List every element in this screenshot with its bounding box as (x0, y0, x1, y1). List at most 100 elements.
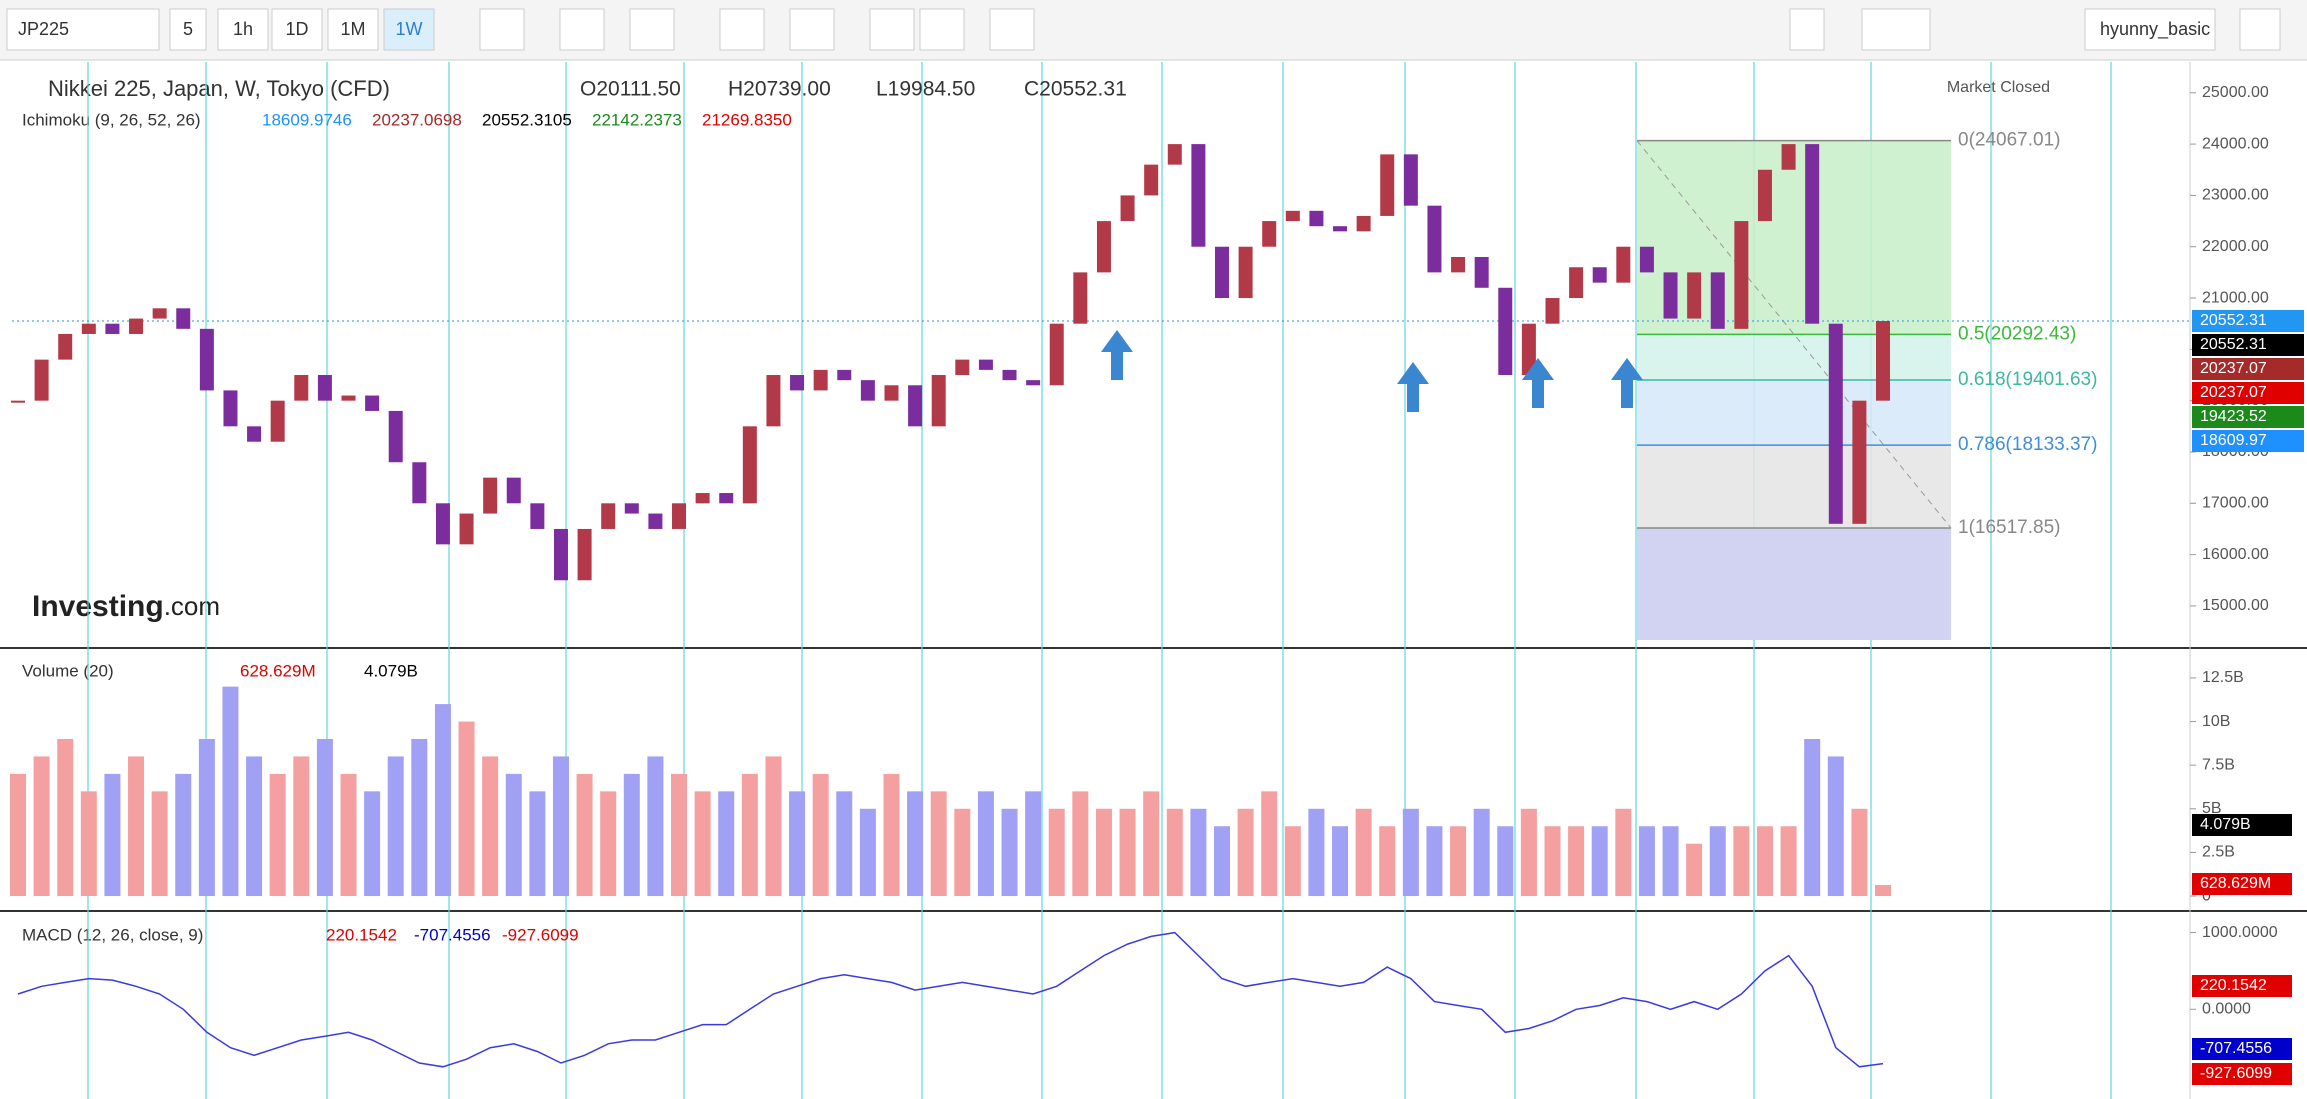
interval-button[interactable] (217, 8, 269, 51)
logo-suffix: .com (164, 591, 220, 621)
candle (1545, 298, 1560, 324)
price-tag (2192, 358, 2304, 380)
volume-bar (1662, 826, 1679, 897)
volume-bar (1426, 826, 1443, 897)
candle (1356, 215, 1371, 232)
y-tick-label: 17000.00 (2202, 495, 2269, 512)
candle (1805, 144, 1820, 324)
tool-button[interactable] (559, 8, 605, 51)
interval-label: 1h (233, 19, 253, 39)
volume-bar (1072, 791, 1089, 897)
y-tick-label: 24000.00 (2202, 135, 2269, 152)
candle (931, 375, 946, 427)
volume-bar (789, 791, 806, 897)
candle (1073, 272, 1088, 324)
volume-bar (1355, 808, 1372, 897)
user-button[interactable] (2084, 8, 2216, 51)
candle (1687, 272, 1702, 319)
candle (483, 477, 498, 514)
price-tag (2192, 406, 2304, 428)
tool-button[interactable] (869, 8, 915, 51)
volume-bar (246, 756, 263, 897)
macd-tag (2192, 1038, 2292, 1060)
macd-tag (2192, 1063, 2292, 1085)
candle (1852, 400, 1867, 524)
volume-bar (1615, 808, 1632, 897)
volume-bar (505, 773, 522, 897)
volume-bar (198, 738, 215, 897)
tool-button[interactable] (719, 8, 765, 51)
fullscreen-button[interactable] (2239, 8, 2281, 51)
main-title: Nikkei 225, Japan, W, Tokyo (CFD) (48, 76, 390, 101)
candle (34, 359, 49, 401)
fib-label: 0.786(18133.37) (1958, 434, 2097, 455)
volume-bar (1308, 808, 1325, 897)
price-tag (2192, 310, 2304, 332)
volume-bar (387, 756, 404, 897)
candle (388, 410, 403, 463)
tool-button[interactable] (789, 8, 835, 51)
candle (317, 375, 332, 401)
symbol: JP225 (18, 19, 69, 39)
color-button[interactable] (1861, 8, 1931, 51)
interval-button[interactable] (327, 8, 379, 51)
tool-button[interactable] (479, 8, 525, 51)
candle (742, 426, 757, 504)
tool-button[interactable] (919, 8, 965, 51)
volume-bar (600, 791, 617, 897)
volume-bar (10, 773, 26, 897)
volume-bar (1804, 738, 1821, 897)
volume-legend-value: 628.629M (240, 661, 316, 680)
interval-button[interactable] (271, 8, 323, 51)
candle (601, 503, 616, 529)
tool-button[interactable] (629, 8, 675, 51)
fib-label: 0(24067.01) (1958, 130, 2060, 151)
candle (294, 375, 309, 401)
candle (1521, 323, 1536, 376)
volume-bar (1473, 808, 1490, 897)
interval-button[interactable] (383, 8, 435, 51)
volume-bar (977, 791, 994, 897)
volume-bar (647, 756, 664, 897)
indicator-name: Ichimoku (9, 26, 52, 26) (22, 110, 201, 129)
volume-bar (576, 773, 593, 897)
symbol-input[interactable] (6, 8, 160, 51)
volume-bar (151, 791, 168, 897)
candle (199, 328, 214, 391)
volume-bar (1213, 826, 1230, 897)
interval-button[interactable] (169, 8, 207, 51)
candle (506, 477, 521, 504)
macd-legend-value: -707.4556 (414, 925, 491, 944)
volume-bar (33, 756, 50, 897)
candle (1474, 256, 1489, 288)
camera-button[interactable] (1789, 8, 1825, 51)
y-tick-label: 1000.0000 (2202, 924, 2278, 941)
candle (176, 308, 191, 329)
candle (1144, 164, 1159, 196)
volume-bar (1332, 826, 1349, 897)
candle (1734, 221, 1749, 329)
price-tag-label: 20237.07 (2200, 384, 2267, 401)
tool-button[interactable] (989, 8, 1035, 51)
volume-bar (411, 738, 428, 897)
volume-tag (2192, 814, 2292, 836)
candle (1026, 380, 1041, 386)
macd-tag-label: 220.1542 (2200, 977, 2267, 994)
indicator-value: 20237.0698 (372, 110, 462, 129)
volume-bar (1379, 826, 1396, 897)
volume-bar (1048, 808, 1065, 897)
volume-bar (836, 791, 853, 897)
volume-bar (1025, 791, 1042, 897)
indicator-value: 18609.9746 (262, 110, 352, 129)
candle (341, 395, 356, 401)
y-tick-label: 21000.00 (2202, 289, 2269, 306)
volume-bar (1568, 826, 1585, 897)
fib-label: 0.5(20292.43) (1958, 323, 2076, 344)
volume-bar (293, 756, 310, 897)
volume-bar (104, 773, 121, 897)
volume-bar (1591, 826, 1608, 897)
candle (1451, 256, 1466, 273)
macd-tag-label: -707.4556 (2200, 1040, 2272, 1057)
candle (459, 513, 474, 545)
ohlc-value: H20739.00 (728, 78, 831, 101)
